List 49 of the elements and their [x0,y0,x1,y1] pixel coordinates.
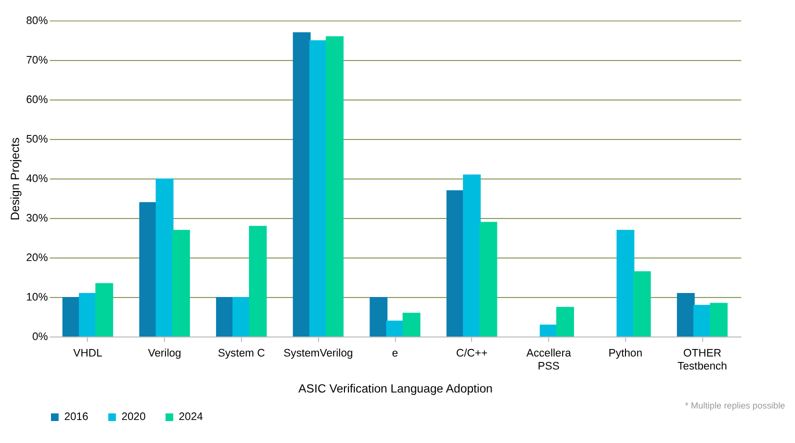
legend-label: 2016 [64,411,88,424]
bar [232,296,250,336]
x-tick-label: Verilog [148,348,182,360]
text: * Multiple replies possible [684,400,786,411]
bar [370,296,388,336]
bar [386,320,404,336]
x-tick-label: SystemVerilog [284,348,353,360]
bar [292,32,311,336]
x-axis-title: ASIC Verification Language Adoption [298,381,493,396]
y-tick-label: 80% [26,14,48,27]
y-tick-label: 10% [26,291,48,304]
bar [326,36,344,336]
x-tick-label: OTHER Testbench [678,348,728,373]
bar [216,296,234,336]
y-tick-label: 70% [26,54,48,66]
bar [540,324,558,336]
bar [556,306,574,336]
bar [693,304,712,336]
bar [446,190,464,336]
bar [616,230,634,336]
bar [156,178,174,336]
y-tick-label: 0% [32,330,48,343]
y-tick-label: 60% [26,94,48,106]
x-tick-label: VHDL [73,348,102,360]
x-tick-label: System C [218,348,266,360]
legend-label: 2024 [178,411,203,424]
legend-label: 2020 [121,411,146,424]
bar [402,312,420,336]
y-tick-label: 30% [26,212,48,224]
bar [710,302,728,336]
bar [462,174,481,336]
x-tick-label: Accellera PSS [526,348,572,373]
x-tick-label: C/C++ [456,348,488,360]
y-tick-label: 40% [26,172,48,185]
bar [139,202,158,336]
bar [78,293,97,336]
bar [676,293,695,336]
x-tick-label: Python [608,348,642,360]
bar [479,222,498,336]
x-tick-label: e [392,348,398,360]
bar [95,283,114,336]
bar [633,271,651,336]
bar [248,226,267,336]
y-tick-label: 50% [26,133,48,146]
bar [172,230,190,336]
bar [309,40,328,336]
bar [62,296,80,336]
y-tick-label: 20% [26,252,48,264]
y-axis-title: Design Projects [8,137,22,220]
